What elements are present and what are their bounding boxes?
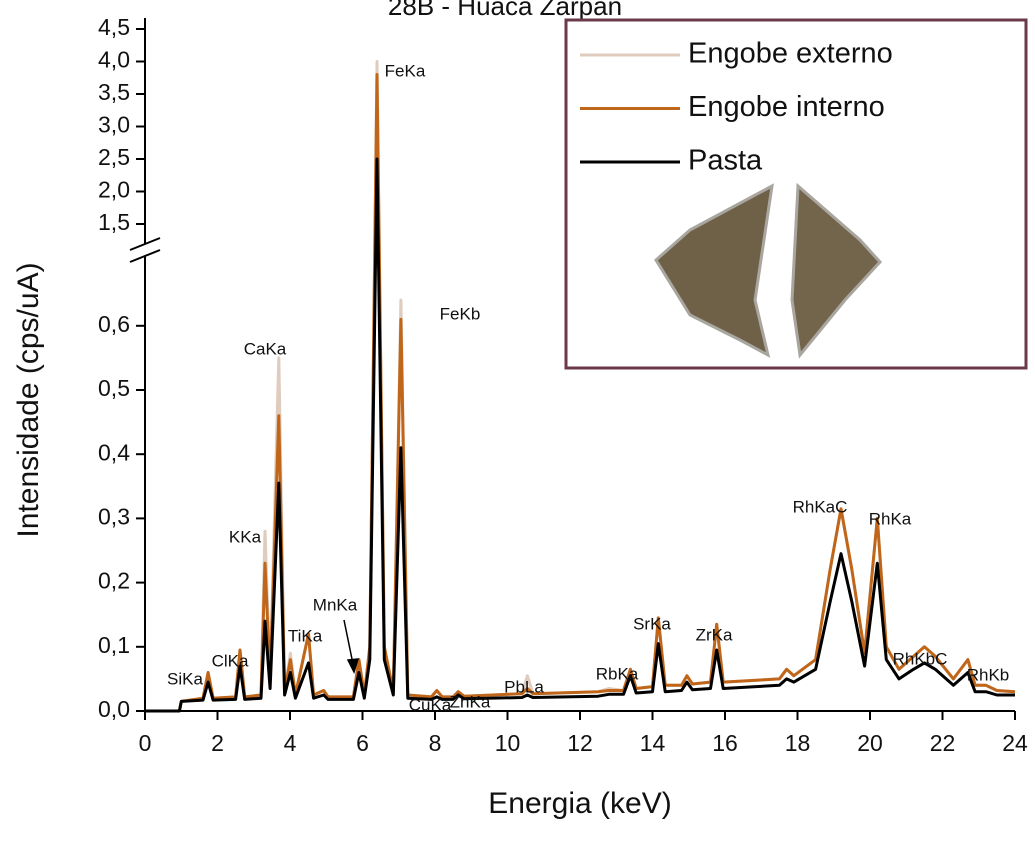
x-tick-label: 6: [356, 730, 369, 756]
y-tick-label: 2,5: [98, 144, 130, 170]
peak-label: RhKb: [967, 665, 1010, 684]
y-tick-label: 0,2: [98, 568, 130, 594]
x-tick-label: 12: [567, 730, 593, 756]
y-tick-label: 4,0: [98, 47, 130, 73]
peak-label: TiKa: [288, 626, 323, 645]
peak-label: CaKa: [244, 339, 287, 358]
mnka-arrow: [343, 619, 360, 675]
x-tick-label: 4: [284, 730, 297, 756]
x-tick-label: 22: [930, 730, 956, 756]
peak-label: CuKa: [409, 695, 452, 714]
y-axis-label: Intensidade (cps/uA): [12, 262, 45, 537]
x-tick-label: 2: [211, 730, 224, 756]
x-tick-label: 0: [139, 730, 152, 756]
x-tick-label: 16: [712, 730, 738, 756]
x-axis-label: Energia (keV): [488, 787, 671, 820]
y-tick-label: 3,0: [98, 112, 130, 138]
peak-label: PbLa: [504, 677, 544, 696]
y-tick-label: 4,5: [98, 14, 130, 40]
x-tick-label: 14: [640, 730, 666, 756]
peak-label: FeKb: [440, 304, 481, 323]
y-tick-label: 0,0: [98, 696, 130, 722]
y-tick-label: 1,5: [98, 209, 130, 235]
y-tick-label: 0,4: [98, 439, 130, 465]
shard-right: [790, 182, 883, 359]
series-line: [145, 73, 1016, 713]
arrow-line: [343, 619, 354, 665]
plot-area: [145, 60, 1016, 713]
y-tick-label: 2,0: [98, 177, 130, 203]
peak-label: ClKa: [212, 651, 249, 670]
y-tick-label: 0,6: [98, 311, 130, 337]
y-tick-label: 3,5: [98, 79, 130, 105]
sample-photo: [654, 182, 883, 359]
peak-label: RhKaC: [793, 497, 848, 516]
axis-break: [129, 249, 161, 263]
peak-label: SrKa: [633, 614, 671, 633]
y-tick-label: 0,3: [98, 503, 130, 529]
series-line: [145, 157, 1015, 713]
peak-label: RhKbC: [893, 649, 948, 668]
peak-label: RhKa: [869, 509, 912, 528]
x-tick-label: 10: [495, 730, 521, 756]
y-tick-label: 0,1: [98, 632, 130, 658]
peak-label: SiKa: [167, 669, 203, 688]
shard-left: [654, 183, 774, 358]
chart-title: 28B - Huaca Zarpan: [388, 0, 622, 21]
peak-label: ZnKa: [450, 692, 491, 711]
arrow-head: [346, 658, 360, 675]
peak-label: MnKa: [313, 595, 358, 614]
axis-break: [129, 237, 161, 251]
peak-label: FeKa: [385, 61, 426, 80]
peak-label: KKa: [229, 527, 262, 546]
legend-label: Engobe interno: [688, 91, 885, 123]
legend-label: Pasta: [688, 145, 763, 177]
legend-label: Engobe externo: [688, 38, 893, 70]
x-tick-label: 8: [429, 730, 442, 756]
x-tick-label: 24: [1002, 730, 1028, 756]
peak-label: ZrKa: [696, 625, 733, 644]
peak-label: RbKa: [596, 664, 639, 683]
legend: Engobe externo Engobe interno Pasta: [564, 18, 1028, 370]
x-tick-label: 20: [857, 730, 883, 756]
x-tick-label: 18: [785, 730, 811, 756]
y-tick-label: 0,5: [98, 375, 130, 401]
